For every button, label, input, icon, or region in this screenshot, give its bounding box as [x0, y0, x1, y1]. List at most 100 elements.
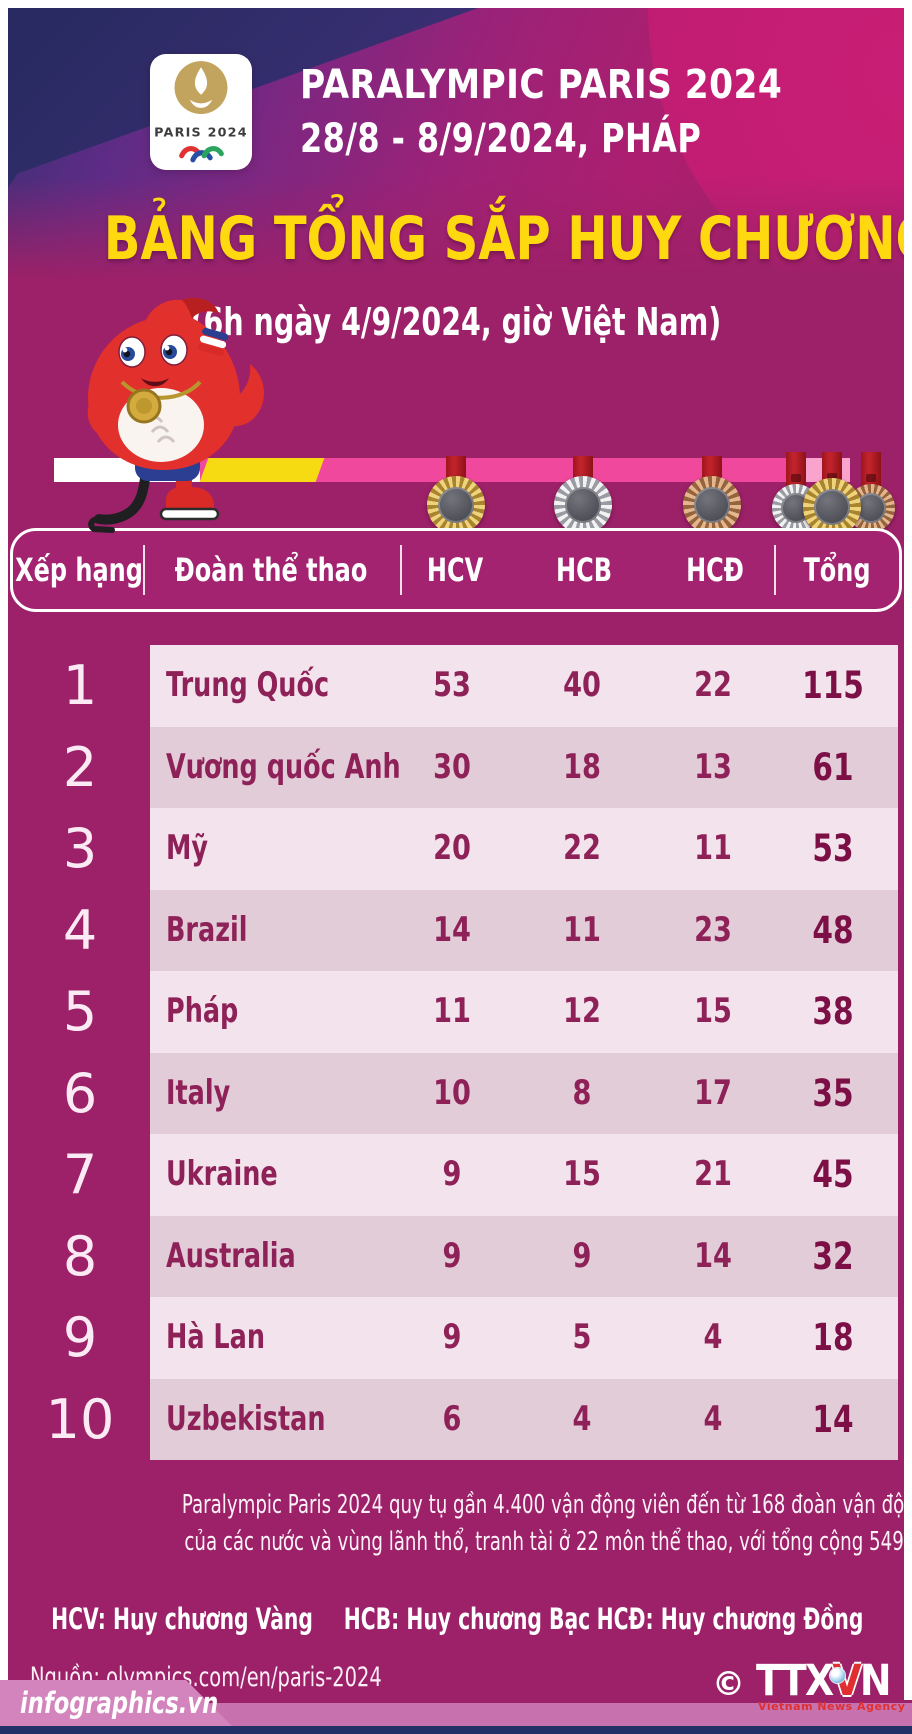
total-count: 32	[812, 1234, 854, 1278]
silver-count: 5	[572, 1317, 592, 1357]
trio-bronze-ribbon	[861, 452, 881, 492]
silver-count: 40	[563, 665, 601, 705]
paris-2024-logo: PARIS 2024	[150, 54, 252, 170]
copyright-icon: ©	[712, 1664, 745, 1703]
table-row: Hà Lan 9 5 4 18	[150, 1297, 898, 1379]
silver-count: 18	[563, 746, 601, 787]
agency-name: TTXVN	[756, 1656, 892, 1706]
gold-count: 9	[442, 1317, 462, 1357]
table-row: Brazil 14 11 23 48	[150, 889, 898, 971]
rank-value: 5	[62, 980, 98, 1043]
gold-count: 14	[433, 909, 471, 950]
team-name: Hà Lan	[166, 1317, 266, 1357]
silver-count: 11	[563, 909, 601, 950]
bronze-medal-icon	[683, 476, 741, 534]
gold-count: 9	[442, 1235, 462, 1276]
team-name: Vương quốc Anh	[166, 746, 401, 787]
brand-parallelogram	[0, 1680, 232, 1726]
summary-line-1: Paralympic Paris 2024 quy tụ gần 4.400 v…	[181, 1490, 912, 1520]
silver-count: 4	[572, 1398, 592, 1439]
header-divider	[774, 545, 776, 595]
gold-count: 20	[433, 828, 471, 868]
team-name: Uzbekistan	[166, 1398, 326, 1439]
legend-silver: HCB: Huy chương Bạc	[343, 1602, 591, 1636]
total-count: 35	[812, 1071, 854, 1115]
team-name: Brazil	[166, 909, 248, 950]
team-name: Trung Quốc	[166, 665, 330, 705]
paris-2024-emblem-icon: PARIS 2024	[154, 61, 248, 163]
team-name: Italy	[166, 1072, 231, 1113]
bronze-count: 11	[694, 828, 732, 868]
total-count: 14	[812, 1397, 854, 1441]
table-header: Xếp hạng Đoàn thể thao HCV HCB HCĐ Tổng	[10, 528, 902, 612]
gold-count: 11	[433, 991, 471, 1031]
legend-bronze: HCĐ: Huy chương Đồng	[596, 1602, 864, 1636]
legend-gold: HCV: Huy chương Vàng	[51, 1602, 313, 1636]
main-title: BẢNG TỔNG SẮP HUY CHƯƠNG	[103, 204, 912, 274]
column-header-team: Đoàn thể thao	[174, 551, 368, 589]
silver-medal-icon	[554, 476, 612, 534]
table-row: Italy 10 8 17 35	[150, 1052, 898, 1134]
bronze-count: 15	[694, 991, 732, 1031]
brand-logo: infographics.vn	[20, 1686, 219, 1720]
gold-count: 10	[433, 1072, 471, 1113]
total-count: 18	[812, 1316, 854, 1359]
column-header-total: Tổng	[803, 551, 871, 589]
bottom-navy-strip	[0, 1726, 912, 1734]
total-count: 61	[812, 745, 854, 789]
bronze-count: 14	[694, 1235, 732, 1276]
silver-count: 22	[563, 828, 601, 868]
frame-border-left	[0, 0, 8, 1700]
bronze-count: 13	[694, 746, 732, 787]
bronze-count: 17	[694, 1072, 732, 1113]
trio-silver-ribbon	[786, 452, 806, 492]
column-header-silver: HCB	[556, 551, 612, 589]
silver-count: 8	[572, 1072, 592, 1113]
table-row: Vương quốc Anh 30 18 13 61	[150, 726, 898, 808]
column-header-bronze: HCĐ	[686, 551, 744, 589]
silver-count: 12	[563, 991, 601, 1031]
bronze-count: 4	[703, 1317, 723, 1357]
globe-icon	[830, 1668, 845, 1683]
trio-gold-medal-icon	[803, 478, 861, 536]
summary-line-2: của các nước và vùng lãnh thổ, tranh tài…	[184, 1527, 912, 1557]
silver-count: 9	[572, 1235, 592, 1276]
header-divider	[400, 545, 402, 595]
rank-value: 8	[62, 1224, 98, 1288]
table-row: Pháp 11 12 15 38	[150, 971, 898, 1053]
bottom-pink-strip	[0, 1703, 912, 1726]
frame-border-top	[0, 0, 912, 8]
column-header-rank: Xếp hạng	[15, 551, 143, 589]
team-name: Mỹ	[166, 828, 208, 868]
bronze-count: 22	[694, 665, 732, 705]
total-count: 48	[812, 908, 854, 952]
table-row: Australia 9 9 14 32	[150, 1215, 898, 1297]
total-count: 115	[802, 664, 864, 707]
subtitle-time: (6h ngày 4/9/2024, giờ Việt Nam)	[190, 300, 722, 344]
medal-table-body: Trung Quốc 53 40 22 115 Vương quốc Anh 3…	[150, 645, 898, 1460]
table-row: Mỹ 20 22 11 53	[150, 808, 898, 890]
gold-count: 53	[433, 665, 471, 705]
rank-value: 7	[62, 1143, 98, 1206]
team-name: Australia	[166, 1235, 296, 1276]
gold-count: 6	[442, 1398, 462, 1439]
gold-medal-icon	[427, 476, 485, 534]
agency-subtitle: Vietnam News Agency	[758, 1700, 906, 1713]
rank-value: 6	[62, 1061, 98, 1125]
bronze-count: 21	[694, 1154, 732, 1194]
frame-border-right	[904, 0, 912, 1700]
table-row: Ukraine 9 15 21 45	[150, 1134, 898, 1216]
svg-text:PARIS 2024: PARIS 2024	[154, 124, 248, 139]
rank-value: 10	[45, 1387, 115, 1451]
phryge-mascot	[87, 297, 264, 533]
hero-fade	[8, 178, 904, 288]
table-row: Uzbekistan 6 4 4 14	[150, 1378, 898, 1460]
total-count: 45	[812, 1153, 854, 1196]
total-count: 38	[812, 990, 854, 1033]
rank-value: 2	[62, 735, 98, 799]
bronze-count: 4	[703, 1398, 723, 1439]
total-count: 53	[812, 827, 854, 870]
team-name: Pháp	[166, 991, 239, 1031]
table-row: Trung Quốc 53 40 22 115	[150, 645, 898, 727]
event-title: PARALYMPIC PARIS 2024	[300, 62, 783, 108]
